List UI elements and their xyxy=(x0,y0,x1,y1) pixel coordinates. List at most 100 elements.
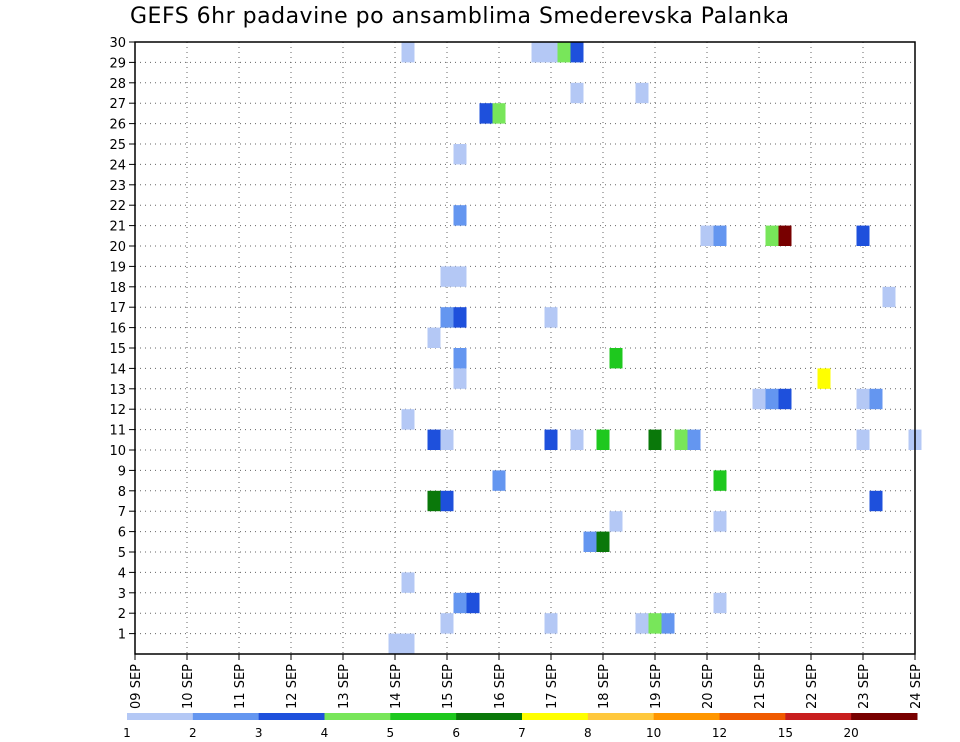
data-cell xyxy=(596,531,610,552)
legend-label: 7 xyxy=(518,726,526,740)
data-cell xyxy=(869,490,883,512)
data-cell xyxy=(544,429,558,450)
data-cell xyxy=(453,592,467,614)
legend-label: 12 xyxy=(712,726,727,740)
x-tick-label: 24 SEP xyxy=(909,664,924,709)
data-cell xyxy=(713,470,727,491)
data-cell xyxy=(635,82,649,104)
y-tick-label: 27 xyxy=(109,97,126,112)
y-tick-label: 11 xyxy=(109,424,126,439)
x-tick-label: 10 SEP xyxy=(181,664,196,709)
data-cell xyxy=(453,144,467,165)
data-cell xyxy=(401,572,415,593)
x-axis: 09 SEP 10 SEP 11 SEP 12 SEP 13 SEP 14 SEP 15 S… xyxy=(129,654,924,709)
data-cell xyxy=(609,511,623,532)
data-cell xyxy=(765,225,779,246)
x-tick-label: 16 SEP xyxy=(493,664,508,709)
legend-swatch xyxy=(258,713,325,720)
x-tick-label: 14 SEP xyxy=(389,664,404,709)
y-tick-label: 20 xyxy=(109,240,126,255)
data-cell xyxy=(427,327,441,348)
y-tick-label: 3 xyxy=(118,587,126,602)
y-tick-label: 8 xyxy=(118,485,126,500)
data-cell xyxy=(856,225,870,246)
x-tick-label: 20 SEP xyxy=(701,664,716,709)
y-tick-label: 6 xyxy=(118,526,126,541)
y-tick-label: 19 xyxy=(109,260,126,275)
legend-label: 3 xyxy=(255,726,263,740)
y-tick-label: 15 xyxy=(109,342,126,357)
data-cell xyxy=(401,409,415,430)
legend-swatch xyxy=(127,713,194,720)
x-tick-label: 11 SEP xyxy=(233,664,248,709)
data-cell xyxy=(778,225,792,246)
legend-swatch xyxy=(785,713,852,720)
y-tick-label: 2 xyxy=(118,607,126,622)
data-cell xyxy=(544,307,558,328)
x-tick-label: 15 SEP xyxy=(441,664,456,709)
y-tick-label: 24 xyxy=(109,158,126,173)
x-tick-label: 21 SEP xyxy=(753,664,768,709)
x-tick-label: 19 SEP xyxy=(649,664,664,709)
legend-label: 20 xyxy=(844,726,859,740)
data-cell xyxy=(427,490,441,512)
data-cell xyxy=(700,225,714,246)
x-tick-label: 13 SEP xyxy=(337,664,352,709)
data-cell xyxy=(427,429,441,450)
data-cell xyxy=(583,531,597,552)
data-cell xyxy=(713,225,727,246)
x-tick-label: 22 SEP xyxy=(805,664,820,709)
data-cell xyxy=(401,42,415,63)
data-cell xyxy=(531,42,545,63)
legend-label: 4 xyxy=(321,726,329,740)
data-cell xyxy=(440,266,454,287)
data-cell xyxy=(765,388,779,410)
y-tick-label: 1 xyxy=(118,628,126,643)
data-cell xyxy=(440,490,454,512)
grid-lines xyxy=(134,41,916,654)
data-cell xyxy=(817,368,831,389)
y-tick-label: 25 xyxy=(109,138,126,153)
y-tick-label: 26 xyxy=(109,118,126,133)
data-cell xyxy=(713,592,727,614)
data-cell xyxy=(648,429,662,450)
data-cell xyxy=(492,470,506,491)
data-cell xyxy=(856,388,870,410)
data-cell xyxy=(492,103,506,124)
y-tick-label: 22 xyxy=(109,199,126,214)
x-tick-label: 12 SEP xyxy=(285,664,300,709)
y-tick-label: 18 xyxy=(109,281,126,296)
color-legend: 1 2 3 4 5 6 7 8 10 12 15 20 xyxy=(123,713,918,740)
legend-swatch xyxy=(192,713,260,720)
data-cell xyxy=(401,633,415,654)
data-cell xyxy=(453,307,467,328)
data-cell xyxy=(869,388,883,410)
data-cell xyxy=(778,388,792,410)
y-tick-label: 14 xyxy=(109,362,126,377)
legend-label: 8 xyxy=(584,726,592,740)
y-tick-label: 29 xyxy=(109,56,126,71)
data-cell xyxy=(674,429,688,450)
y-tick-label: 28 xyxy=(109,77,126,92)
legend-swatch xyxy=(522,713,589,720)
data-cell xyxy=(648,613,662,634)
data-cell xyxy=(882,286,896,308)
data-cell xyxy=(544,42,558,63)
data-cell xyxy=(544,613,558,634)
legend-swatch xyxy=(324,713,391,720)
data-cell xyxy=(687,429,701,450)
y-axis: 1234567891011121314151617181920212223242… xyxy=(109,36,135,643)
data-cell xyxy=(570,429,584,450)
y-tick-label: 4 xyxy=(118,566,126,581)
data-cell xyxy=(453,348,467,369)
legend-swatch xyxy=(653,713,720,720)
data-cell xyxy=(440,307,454,328)
data-cell xyxy=(713,511,727,532)
data-cell xyxy=(453,266,467,287)
legend-label: 5 xyxy=(387,726,395,740)
y-tick-label: 12 xyxy=(109,403,126,418)
y-tick-label: 10 xyxy=(109,444,126,459)
legend-swatch xyxy=(390,713,457,720)
data-cell xyxy=(453,368,467,389)
